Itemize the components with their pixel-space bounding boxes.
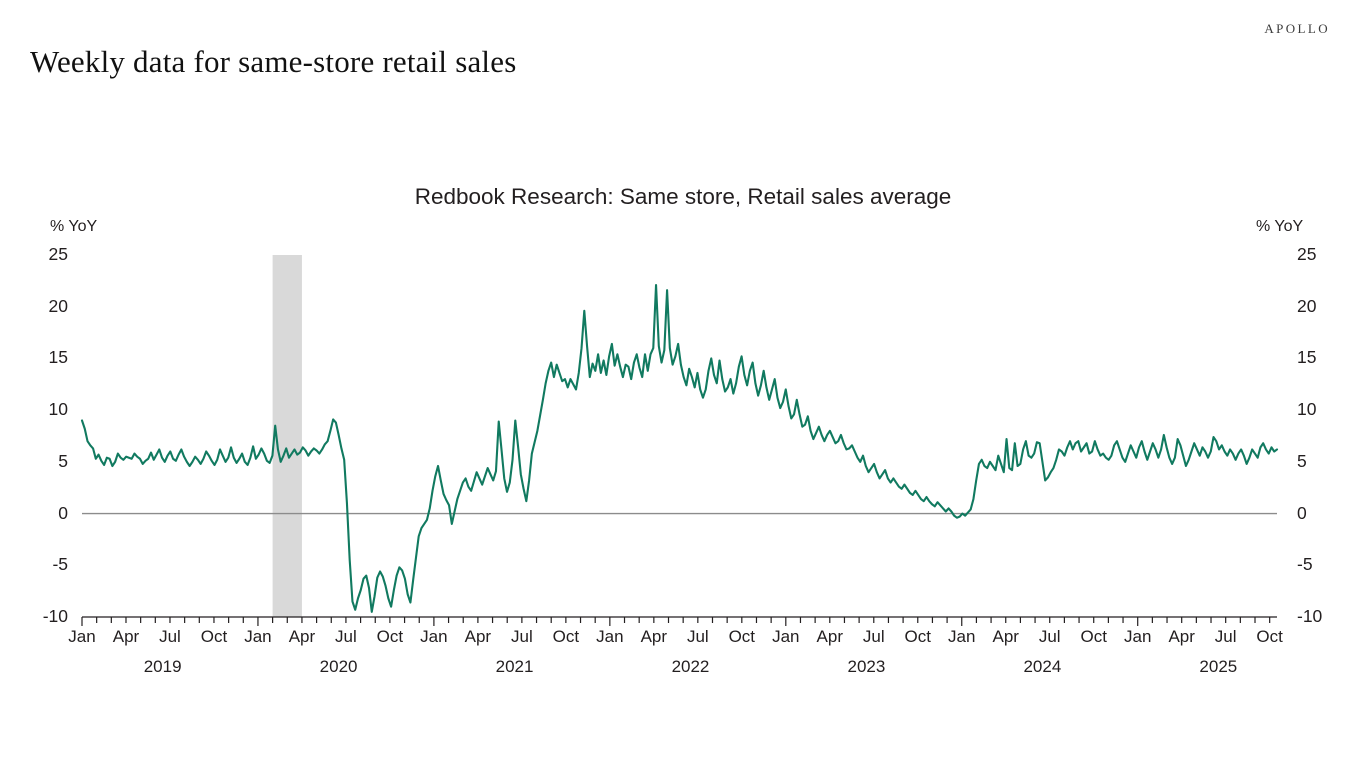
x-axis-year-label: 2025	[1199, 657, 1238, 676]
x-axis-year-label: 2024	[1023, 657, 1062, 676]
apollo-logo: APOLLO	[1264, 21, 1330, 36]
x-axis-year-label: 2022	[671, 657, 710, 676]
x-axis-tick-label: Apr	[288, 627, 316, 646]
y-axis-unit-left: % YoY	[50, 218, 98, 235]
x-axis-tick-label: Jul	[686, 627, 709, 646]
y-axis-tick-label-right: -10	[1297, 606, 1323, 626]
y-axis-tick-label-right: 10	[1297, 399, 1317, 420]
x-axis-tick-label: Apr	[640, 627, 668, 646]
x-axis-tick-label: Jan	[68, 627, 96, 646]
x-axis-tick-label: Apr	[816, 627, 844, 646]
y-axis-tick-label-right: 15	[1297, 347, 1317, 368]
x-axis-tick-label: Jan	[1123, 627, 1152, 646]
x-axis-tick-label: Jan	[244, 627, 272, 646]
recession-band	[272, 255, 302, 617]
y-axis-tick-label-left: -10	[42, 606, 68, 626]
x-axis-tick-label: Apr	[992, 627, 1019, 646]
data-line-redbook-same-store	[80, 283, 1279, 613]
x-axis-tick-label: Oct	[200, 627, 228, 646]
x-axis-year-label: 2020	[319, 657, 358, 676]
x-axis-year-label: 2019	[143, 657, 182, 676]
x-axis-tick-label: Oct	[1256, 627, 1283, 646]
y-axis-unit-right: % YoY	[1256, 218, 1304, 235]
x-axis-tick-label: Oct	[552, 627, 580, 646]
x-axis-tick-label: Apr	[464, 627, 492, 646]
y-axis-tick-label-right: 5	[1297, 450, 1307, 471]
x-axis-tick-label: Oct	[376, 627, 404, 646]
x-axis-tick-label: Apr	[112, 627, 140, 646]
page-title: Weekly data for same-store retail sales	[30, 44, 517, 79]
y-axis-tick-label-right: 25	[1297, 244, 1317, 264]
x-axis-tick-label: Jul	[1214, 627, 1237, 646]
x-axis-tick-label: Oct	[904, 627, 931, 646]
y-axis-tick-label-right: 0	[1297, 502, 1307, 523]
x-axis-tick-label: Oct	[728, 627, 756, 646]
x-axis-tick-label: Jul	[511, 627, 533, 646]
y-axis-tick-label-left: 20	[48, 295, 68, 316]
x-axis-tick-label: Jul	[159, 627, 181, 646]
y-axis-tick-label-left: 25	[48, 244, 68, 264]
x-axis-tick-label: Jan	[772, 627, 800, 646]
x-axis-tick-label: Jan	[420, 627, 448, 646]
x-axis-tick-label: Jul	[335, 627, 357, 646]
y-axis-tick-label-left: -5	[52, 554, 68, 575]
x-axis-tick-label: Jan	[948, 627, 976, 646]
y-axis-tick-label-right: -5	[1297, 554, 1313, 575]
y-axis-tick-label-left: 0	[58, 502, 68, 523]
x-axis-tick-label: Apr	[1168, 627, 1195, 646]
y-axis-tick-label-left: 10	[48, 399, 68, 420]
x-axis-tick-label: Jul	[1038, 627, 1061, 646]
x-axis-tick-label: Jul	[862, 627, 885, 646]
chart-title: Redbook Research: Same store, Retail sal…	[414, 184, 952, 209]
x-axis-tick-label: Jan	[596, 627, 624, 646]
y-axis-tick-label-left: 5	[58, 450, 68, 471]
y-axis-tick-label-left: 15	[48, 347, 68, 368]
x-axis-year-label: 2023	[847, 657, 886, 676]
y-axis-tick-label-right: 20	[1297, 295, 1317, 316]
x-axis-tick-label: Oct	[1080, 627, 1107, 646]
x-axis-year-label: 2021	[495, 657, 534, 676]
